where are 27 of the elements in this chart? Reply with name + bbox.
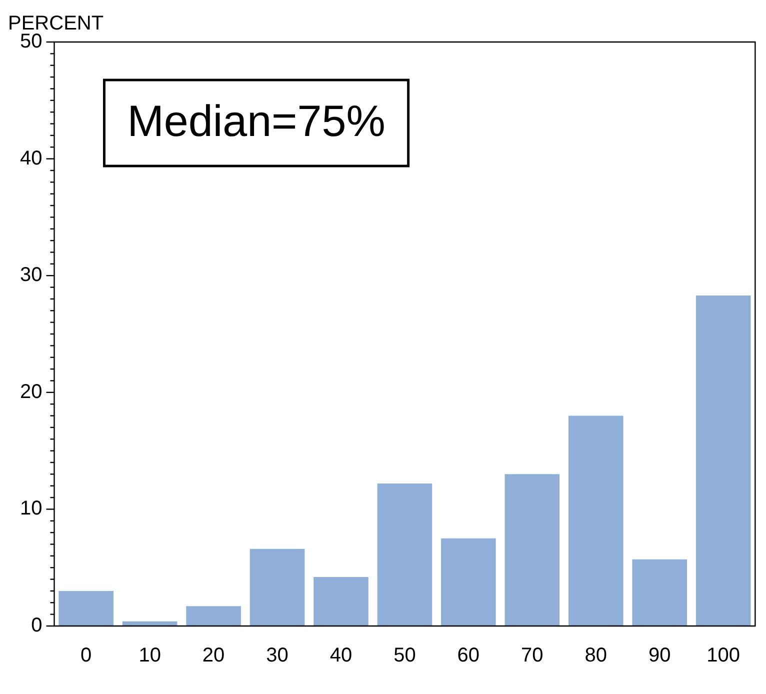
y-tick-label: 20 xyxy=(20,380,42,403)
y-tick-label: 40 xyxy=(20,147,42,170)
x-tick-label: 100 xyxy=(706,644,740,667)
x-tick-label: 70 xyxy=(521,644,544,667)
bar xyxy=(504,474,560,626)
bar xyxy=(377,484,432,626)
y-tick-label: 30 xyxy=(20,264,42,286)
x-tick-label: 90 xyxy=(648,644,671,667)
x-tick-label: 40 xyxy=(330,644,352,667)
x-tick-label: 10 xyxy=(138,644,161,667)
y-tick-label: 10 xyxy=(20,498,42,520)
bar xyxy=(441,538,496,626)
bar xyxy=(250,548,305,626)
x-tick-label: 0 xyxy=(80,644,92,667)
annotation: Median=75% xyxy=(127,97,386,146)
bar xyxy=(186,606,241,626)
y-tick-label: 0 xyxy=(31,614,42,637)
bar xyxy=(314,576,368,626)
x-tick-label: 60 xyxy=(457,644,480,667)
bar xyxy=(568,416,624,626)
x-tick-label: 20 xyxy=(202,644,225,667)
bar xyxy=(632,559,687,626)
bar xyxy=(58,590,114,626)
x-tick-label: 50 xyxy=(394,644,416,667)
bar xyxy=(696,295,751,626)
x-tick-label: 30 xyxy=(266,644,288,667)
x-tick-label: 80 xyxy=(584,644,607,667)
